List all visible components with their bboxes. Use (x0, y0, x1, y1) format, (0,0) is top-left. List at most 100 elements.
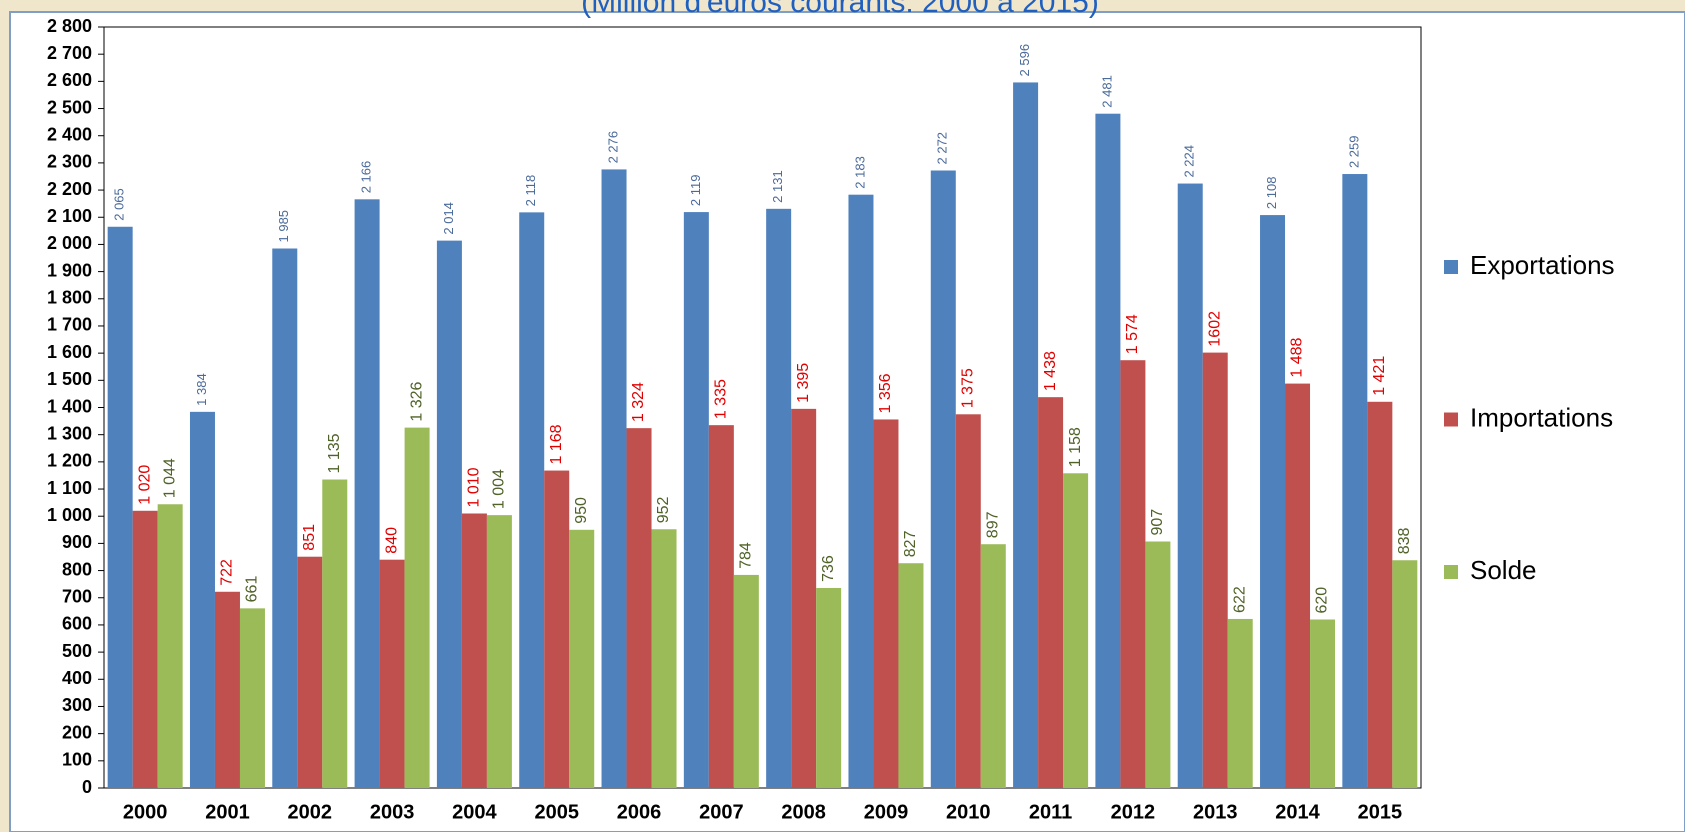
bar (1227, 618, 1253, 788)
y-tick-label: 500 (62, 641, 92, 661)
x-tick-label: 2005 (534, 801, 579, 823)
bar (544, 470, 570, 788)
bar (322, 479, 348, 788)
bar (297, 556, 323, 788)
x-tick-label: 2000 (123, 801, 168, 823)
legend-swatch (1444, 260, 1458, 274)
y-tick-label: 1 500 (47, 369, 92, 389)
bar (766, 208, 792, 788)
data-label: 722 (219, 559, 236, 586)
y-tick-label: 600 (62, 614, 92, 634)
x-tick-label: 2003 (370, 801, 415, 823)
x-tick-label: 2009 (864, 801, 909, 823)
data-label: 1 326 (408, 381, 425, 421)
data-label: 952 (655, 496, 672, 523)
bar (626, 428, 652, 788)
bar (436, 240, 462, 789)
y-tick-label: 1 600 (47, 342, 92, 362)
data-label: 2 183 (852, 156, 867, 189)
data-label: 2 259 (1346, 135, 1361, 168)
bar (848, 194, 874, 789)
y-tick-label: 2 500 (47, 97, 92, 117)
x-tick-label: 2011 (1029, 801, 1072, 823)
data-label: 2 224 (1182, 145, 1197, 178)
data-label: 1 168 (548, 424, 565, 464)
x-tick-label: 2007 (699, 801, 744, 823)
data-label: 1 004 (491, 469, 508, 509)
data-label: 1 044 (161, 458, 178, 498)
bar (354, 199, 380, 789)
bar (898, 563, 924, 788)
data-label: 827 (902, 530, 919, 557)
data-label: 2 118 (523, 175, 538, 207)
data-label: 897 (985, 511, 1002, 538)
data-label: 1 020 (136, 465, 153, 505)
data-label: 2 276 (605, 131, 620, 164)
x-tick-label: 2014 (1275, 801, 1320, 823)
y-tick-label: 2 000 (47, 233, 92, 253)
y-tick-label: 300 (62, 695, 92, 715)
bar (486, 515, 512, 788)
data-label: 1 384 (194, 373, 209, 406)
y-tick-label: 2 300 (47, 152, 92, 172)
bar (873, 419, 899, 788)
bar (379, 559, 405, 788)
bar (1392, 560, 1418, 788)
data-label: 2 131 (770, 170, 785, 203)
bar (569, 529, 595, 788)
y-tick-label: 1 800 (47, 288, 92, 308)
y-tick-label: 2 200 (47, 179, 92, 199)
bar (1367, 401, 1393, 788)
data-label: 2 166 (359, 161, 374, 194)
y-tick-label: 1 900 (47, 260, 92, 280)
y-tick-label: 200 (62, 722, 92, 742)
data-label: 1 356 (877, 373, 894, 413)
data-label: 784 (738, 542, 755, 569)
bar (980, 544, 1006, 788)
y-tick-label: 1 700 (47, 315, 92, 335)
bar (157, 504, 183, 788)
y-tick-label: 900 (62, 532, 92, 552)
y-tick-label: 1 400 (47, 396, 92, 416)
x-tick-label: 2001 (205, 801, 250, 823)
y-tick-label: 2 700 (47, 43, 92, 63)
bar (1063, 473, 1089, 788)
bar (651, 529, 677, 788)
y-tick-label: 1 200 (47, 451, 92, 471)
bar (816, 587, 842, 788)
bar (1013, 82, 1039, 789)
bar (239, 608, 265, 788)
data-label: 1 985 (276, 210, 291, 243)
y-tick-label: 100 (62, 750, 92, 770)
bar (107, 226, 133, 788)
x-tick-label: 2004 (452, 801, 497, 823)
y-tick-label: 1 100 (47, 478, 92, 498)
data-label: 1 158 (1067, 427, 1084, 467)
bar (733, 574, 759, 788)
data-label: 1 375 (960, 368, 977, 408)
legend-label: Importations (1470, 402, 1613, 432)
bar (1310, 619, 1336, 788)
x-tick-label: 2013 (1193, 801, 1238, 823)
y-tick-label: 2 100 (47, 206, 92, 226)
bar (1177, 183, 1203, 788)
y-tick-label: 700 (62, 587, 92, 607)
legend-swatch (1444, 412, 1458, 427)
bar (791, 408, 817, 788)
y-tick-label: 400 (62, 668, 92, 688)
y-tick-label: 800 (62, 559, 92, 579)
bar (189, 411, 215, 788)
data-label: 950 (573, 497, 590, 524)
data-label: 2 014 (441, 202, 456, 235)
x-tick-label: 2012 (1111, 801, 1156, 823)
x-tick-label: 2006 (617, 801, 662, 823)
bar (132, 510, 158, 788)
data-label: 1 488 (1289, 337, 1306, 377)
bar (1285, 383, 1311, 788)
bar (272, 248, 298, 788)
bar (214, 591, 240, 788)
data-label: 2 481 (1099, 75, 1114, 108)
bar (1342, 174, 1368, 788)
legend-label: Exportations (1470, 250, 1615, 280)
